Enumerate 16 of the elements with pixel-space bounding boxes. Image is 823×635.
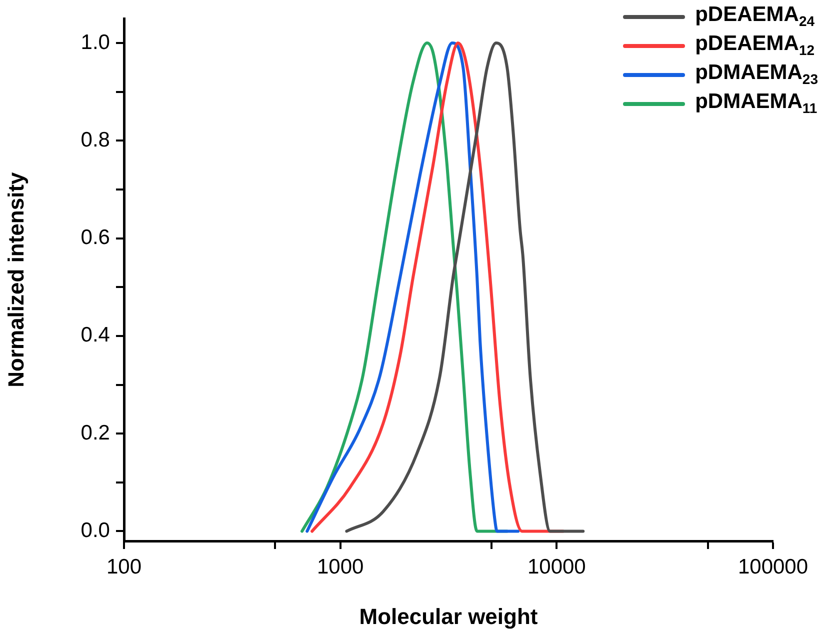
y-tick-label: 0.8 bbox=[80, 128, 110, 152]
x-axis-title: Molecular weight bbox=[359, 604, 538, 629]
y-axis-title: Normalized intensity bbox=[3, 171, 28, 388]
x-tick-label: 1000 bbox=[316, 555, 364, 578]
legend-label: pDMAEMA$_{23}$ bbox=[695, 61, 818, 88]
x-tick-label: 10000 bbox=[527, 555, 586, 578]
legend-label: pDEAEMA$_{24}$ bbox=[695, 3, 815, 30]
y-tick-label: 0.6 bbox=[80, 226, 110, 250]
y-tick-label: 0.0 bbox=[80, 519, 110, 542]
y-tick-label: 1.0 bbox=[80, 30, 110, 54]
y-tick-label: 0.2 bbox=[80, 421, 110, 444]
legend-label: pDEAEMA$_{12}$ bbox=[695, 32, 815, 59]
legend-label: pDMAEMA$_{11}$ bbox=[695, 90, 818, 117]
y-tick-label: 0.4 bbox=[80, 324, 110, 347]
x-tick-label: 100 bbox=[106, 555, 142, 578]
x-tick-label: 100000 bbox=[738, 555, 808, 578]
